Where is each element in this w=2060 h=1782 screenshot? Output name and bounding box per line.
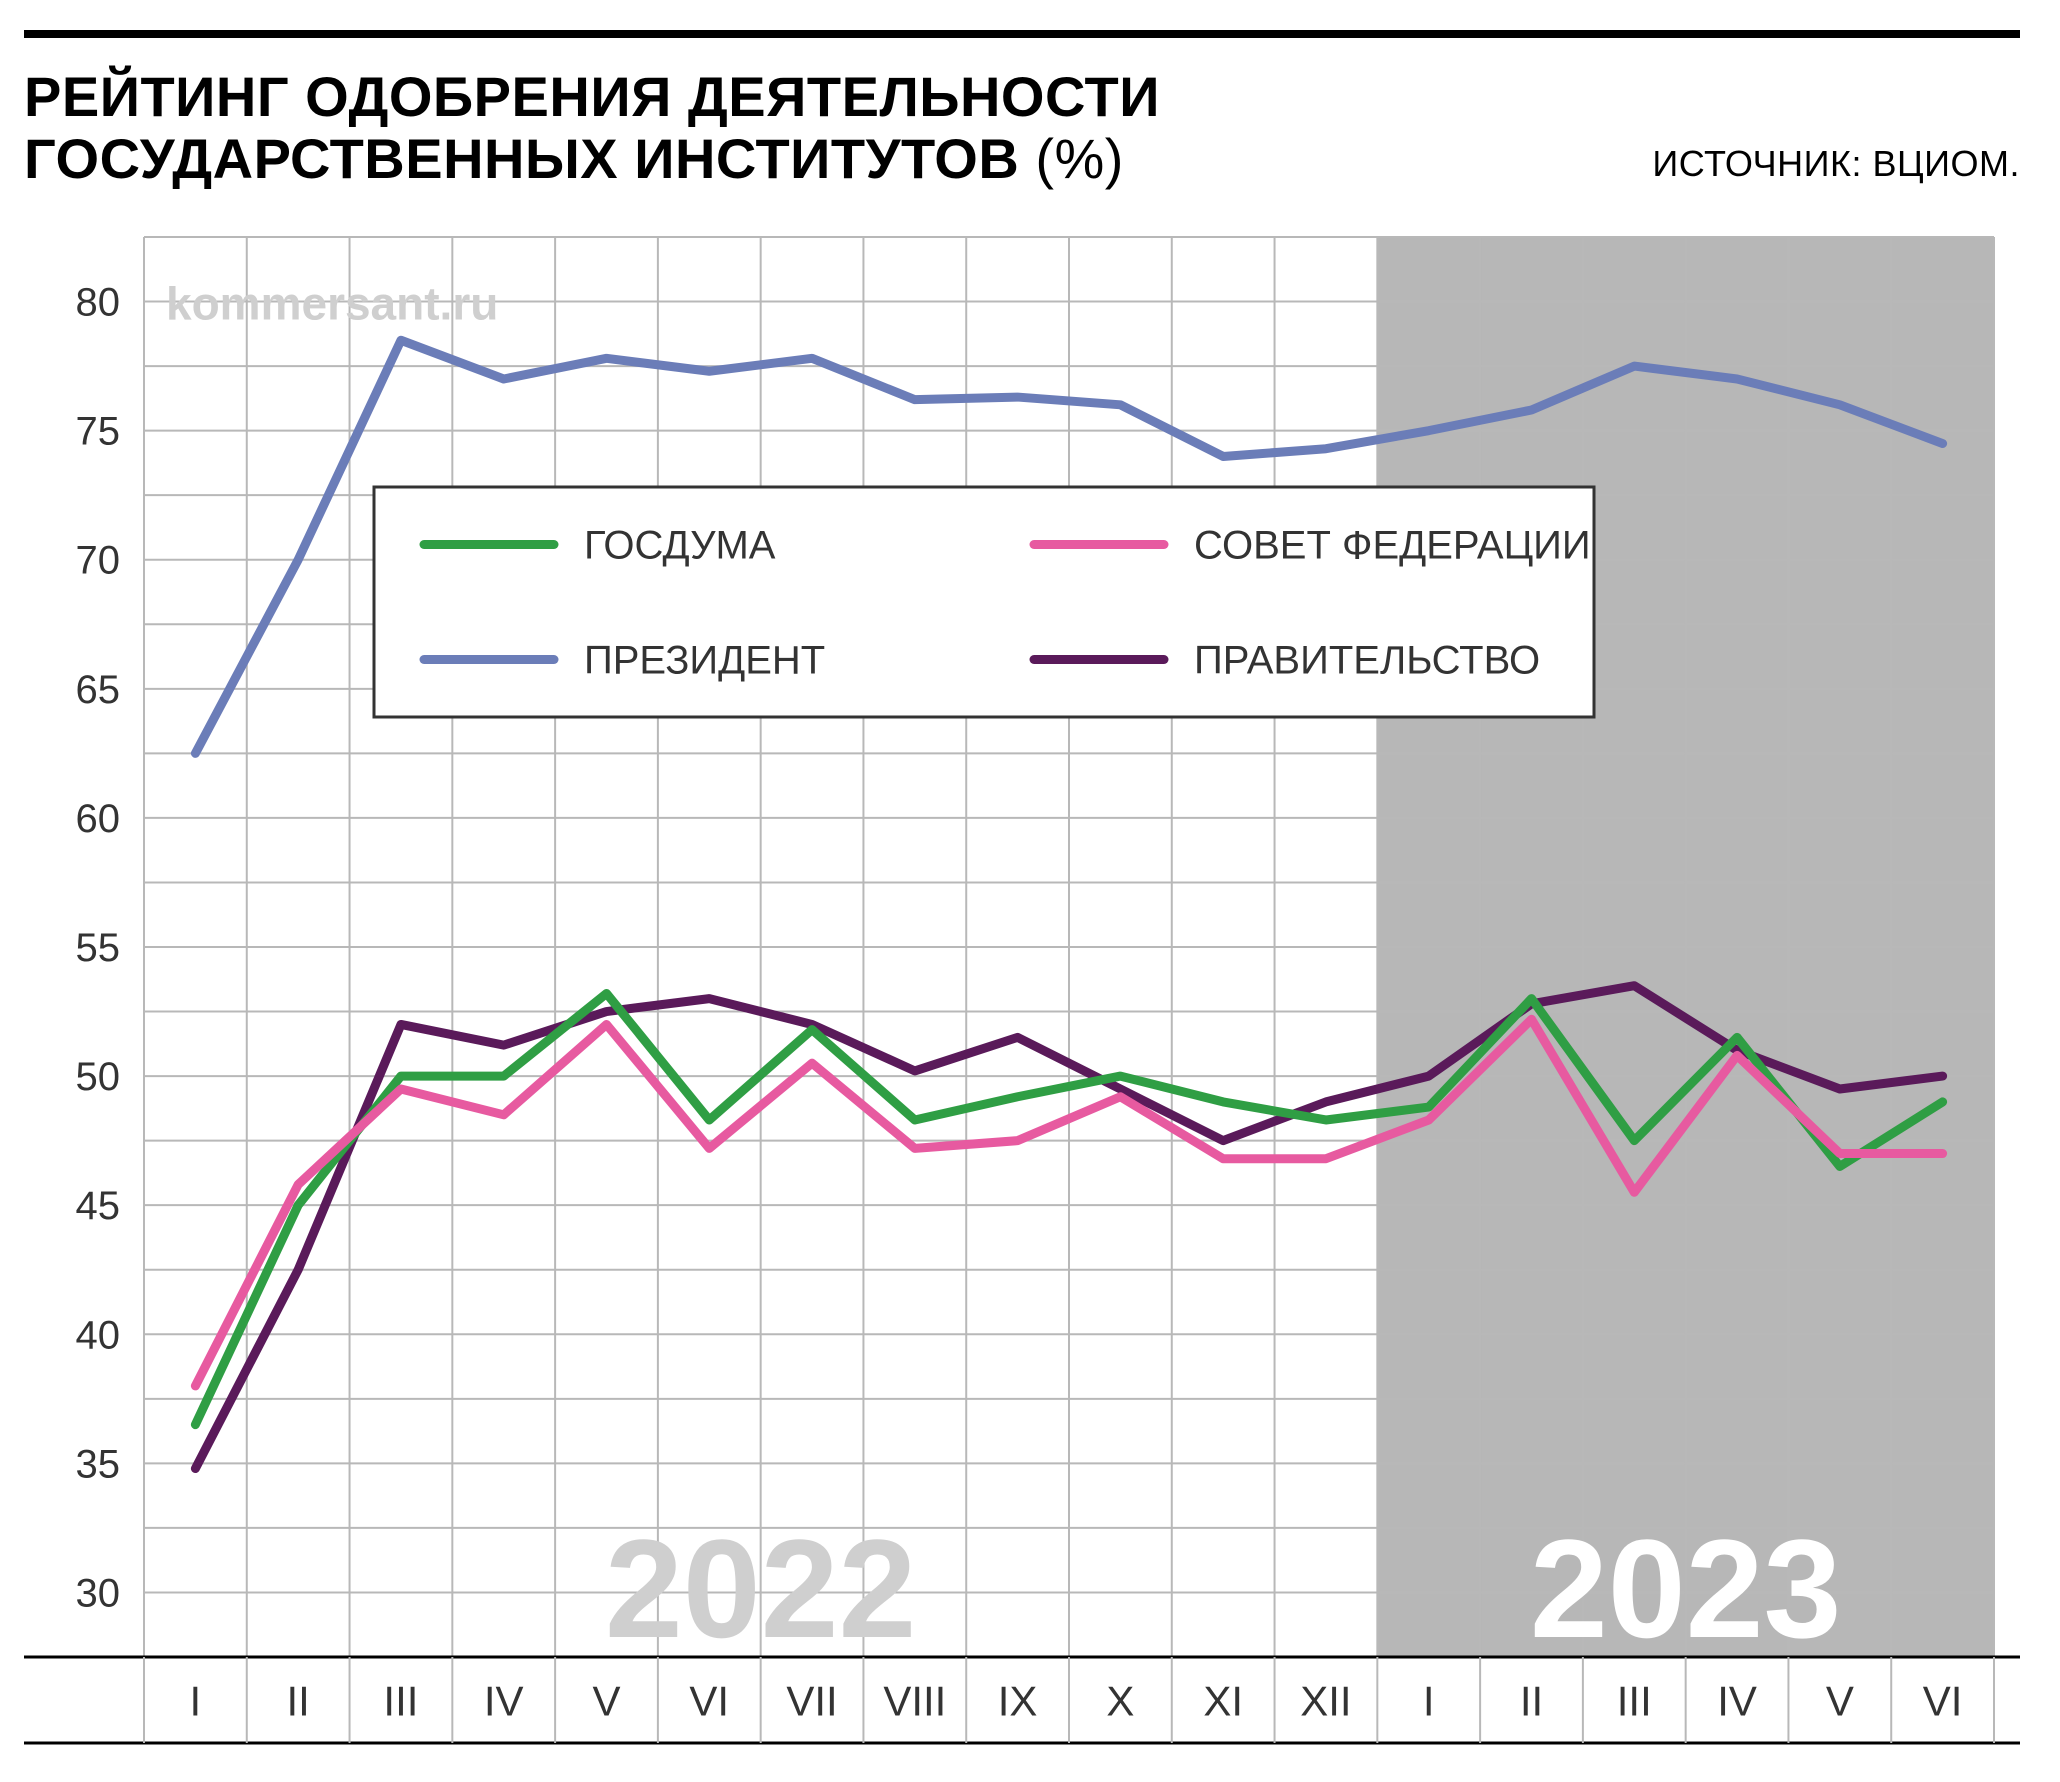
y-tick-label: 80 xyxy=(76,281,121,325)
y-tick-label: 30 xyxy=(76,1572,121,1616)
x-tick-label: VI xyxy=(1923,1678,1963,1725)
x-tick-label: VII xyxy=(786,1678,837,1725)
y-tick-label: 75 xyxy=(76,410,121,454)
x-tick-label: IV xyxy=(484,1678,524,1725)
line-chart: 2022 2023 kommersant.ru 30 35 40 45 50 55 60 65 70 7… xyxy=(24,207,2020,1782)
legend-label: ПРАВИТЕЛЬСТВО xyxy=(1194,639,1540,683)
legend-box xyxy=(374,487,1594,717)
year-label: 2022 xyxy=(605,1510,916,1667)
y-tick-label: 45 xyxy=(76,1184,121,1228)
x-tick-label: IV xyxy=(1717,1678,1757,1725)
x-tick-label: III xyxy=(383,1678,418,1725)
x-tick-label: X xyxy=(1106,1678,1134,1725)
title-unit: (%) xyxy=(1035,127,1124,190)
chart-svg: 2022 2023 kommersant.ru 30 35 40 45 50 55 60 65 70 7… xyxy=(24,207,2020,1777)
y-tick-label: 50 xyxy=(76,1055,121,1099)
x-tick-label: V xyxy=(592,1678,620,1725)
chart-title: РЕЙТИНГ ОДОБРЕНИЯ ДЕЯТЕЛЬНОСТИ ГОСУДАРСТ… xyxy=(24,66,1160,189)
x-tick-label: VIII xyxy=(883,1678,946,1725)
y-tick-label: 60 xyxy=(76,797,121,841)
y-tick-label: 65 xyxy=(76,668,121,712)
watermark: kommersant.ru xyxy=(166,278,498,330)
x-tick-label: V xyxy=(1826,1678,1854,1725)
x-tick-label: XI xyxy=(1203,1678,1243,1725)
header-row: РЕЙТИНГ ОДОБРЕНИЯ ДЕЯТЕЛЬНОСТИ ГОСУДАРСТ… xyxy=(24,66,2020,189)
x-tick-label: I xyxy=(190,1678,202,1725)
source-label: ИСТОЧНИК: ВЦИОМ. xyxy=(1652,143,2020,189)
x-tick-label: XII xyxy=(1300,1678,1351,1725)
title-line-2: ГОСУДАРСТВЕННЫХ ИНСТИТУТОВ xyxy=(24,127,1019,190)
y-tick-label: 40 xyxy=(76,1313,121,1357)
page: РЕЙТИНГ ОДОБРЕНИЯ ДЕЯТЕЛЬНОСТИ ГОСУДАРСТ… xyxy=(0,0,2060,1780)
x-tick-label: II xyxy=(1520,1678,1543,1725)
year-label: 2023 xyxy=(1530,1510,1841,1667)
x-tick-label: III xyxy=(1617,1678,1652,1725)
title-line-1: РЕЙТИНГ ОДОБРЕНИЯ ДЕЯТЕЛЬНОСТИ xyxy=(24,65,1160,128)
y-tick-label: 35 xyxy=(76,1443,121,1487)
y-tick-label: 55 xyxy=(76,926,121,970)
x-tick-label: I xyxy=(1423,1678,1435,1725)
x-tick-label: IX xyxy=(998,1678,1038,1725)
x-tick-label: VI xyxy=(689,1678,729,1725)
legend-label: СОВЕТ ФЕДЕРАЦИИ xyxy=(1194,524,1591,568)
legend-label: ПРЕЗИДЕНТ xyxy=(584,639,825,683)
legend-label: ГОСДУМА xyxy=(584,524,776,568)
top-rule xyxy=(24,30,2020,38)
x-tick-label: II xyxy=(286,1678,309,1725)
y-tick-label: 70 xyxy=(76,539,121,583)
